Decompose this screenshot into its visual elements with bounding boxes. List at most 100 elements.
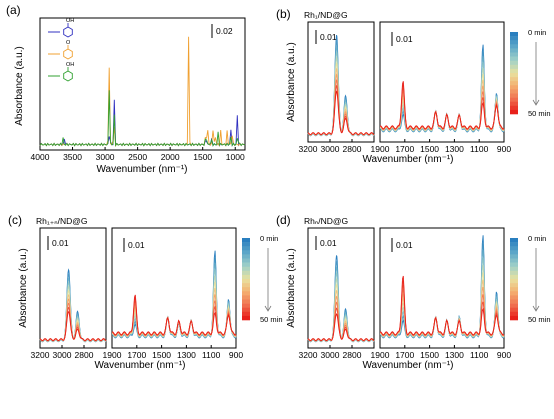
panel-a-tick-label: 2000: [161, 152, 180, 162]
panel-c-left-series-0: [39, 268, 107, 343]
panel-d-left-series-1: [307, 261, 375, 343]
panel-c-right-tick-label: 1900: [103, 350, 122, 360]
colorbar-segment: [510, 101, 518, 107]
colorbar-segment: [510, 291, 518, 296]
panel-b-left-series-7: [307, 72, 375, 136]
panel-b-xlabel: Wavenumber (nm⁻¹): [362, 154, 453, 165]
panel-d-left-series-4: [307, 277, 375, 342]
colorbar-segment: [510, 303, 518, 308]
colorbar-segment: [510, 311, 518, 317]
panel-b-right-tick-label: 1500: [420, 144, 439, 154]
colorbar-segment: [242, 279, 250, 284]
panel-d-left-series-10: [307, 313, 375, 342]
colorbar-segment: [510, 307, 518, 313]
colorbar-segment: [510, 274, 518, 280]
panel-d-right-tick-label: 900: [497, 350, 511, 360]
colorbar-segment: [510, 44, 518, 49]
panel-c-left-series-4: [39, 285, 107, 342]
colorbar-segment: [510, 266, 518, 272]
panel-b-right-tick-label: 1900: [371, 144, 390, 154]
colorbar-segment: [510, 64, 518, 70]
arrow-down-icon: [532, 305, 540, 312]
panel-c-right-tick-label: 1500: [152, 350, 171, 360]
panel-d-ylabel: Absorbance (a.u.): [286, 248, 297, 328]
panel-d-title: Rhₙ/ND@G: [304, 216, 348, 226]
colorbar-segment: [510, 109, 518, 115]
colorbar-segment: [242, 311, 250, 317]
panel-c-left-series-7: [39, 298, 107, 342]
panel-d-left-series-0: [307, 255, 375, 343]
colorbar-end-label: 50 min: [260, 315, 283, 324]
panel-c-left-series-5: [39, 289, 107, 342]
panel-b-right-tick-label: 1300: [445, 144, 464, 154]
panel-b-left-scalebar-label: 0.01: [320, 32, 337, 42]
panel-c-right-tick-label: 1300: [177, 350, 196, 360]
colorbar-segment: [242, 246, 250, 251]
molecule-ring-icon: [63, 70, 73, 82]
arrow-down-icon: [532, 99, 540, 106]
colorbar-segment: [242, 291, 250, 296]
panel-d-left-series-2: [307, 265, 375, 342]
panel-a-scalebar-label: 0.02: [216, 26, 233, 36]
colorbar-segment: [242, 274, 250, 280]
colorbar-segment: [510, 48, 518, 53]
panel-c-right-scalebar-label: 0.01: [128, 240, 145, 250]
panel-c-left-series-10: [39, 310, 107, 342]
colorbar-segment: [510, 279, 518, 284]
panel-d-label: (d): [276, 213, 291, 227]
panel-b-right-tick-label: 1700: [395, 144, 414, 154]
colorbar-segment: [510, 56, 518, 61]
colorbar-segment: [242, 250, 250, 255]
panel-c-xlabel: Wavenumber (nm⁻¹): [94, 360, 185, 371]
colorbar-segment: [242, 262, 250, 267]
colorbar-segment: [242, 315, 250, 321]
colorbar-segment: [510, 52, 518, 57]
panel-a-tick-label: 2500: [128, 152, 147, 162]
panel-b-left-tick-label: 3000: [321, 144, 340, 154]
panel-b-left-frame: [307, 21, 375, 143]
colorbar-segment: [510, 270, 518, 276]
panel-a-tick-label: 1000: [226, 152, 245, 162]
panel-d-left-scalebar-label: 0.01: [320, 238, 337, 248]
colorbar-segment: [510, 68, 518, 74]
panel-d-left-tick-label: 3000: [321, 350, 340, 360]
colorbar-segment: [242, 295, 250, 300]
panel-c-right-tick-label: 1700: [127, 350, 146, 360]
panel-a-tick-label: 1500: [193, 152, 212, 162]
panel-b-ylabel: Absorbance (a.u.): [286, 42, 297, 122]
colorbar-segment: [510, 238, 518, 243]
colorbar-segment: [242, 287, 250, 292]
colorbar-end-label: 50 min: [528, 109, 551, 118]
panel-d-right-frame: [379, 227, 505, 349]
panel-c-right-series-10: [112, 294, 237, 336]
panel-c-ylabel: Absorbance (a.u.): [18, 248, 29, 328]
colorbar-segment: [242, 254, 250, 259]
colorbar-segment: [510, 299, 518, 304]
panel-b-right-frame: [379, 21, 505, 143]
colorbar-start-label: 0 min: [528, 28, 546, 37]
colorbar-segment: [242, 299, 250, 304]
colorbar-segment: [510, 81, 518, 86]
colorbar-segment: [510, 254, 518, 259]
colorbar-segment: [510, 73, 518, 78]
panel-b-left-series-1: [307, 40, 375, 137]
panel-a-series-1: [39, 36, 246, 148]
panel-b-left-tick-label: 2800: [343, 144, 362, 154]
colorbar-segment: [242, 303, 250, 308]
panel-b-left-series-4: [307, 55, 375, 136]
panel-b-right-tick-label: 900: [497, 144, 511, 154]
colorbar-segment: [510, 36, 518, 41]
panel-a-xlabel: Wavenumber (nm⁻¹): [96, 164, 187, 175]
panel-a-ylabel: Absorbance (a.u.): [14, 46, 25, 126]
panel-b-left-series-6: [307, 67, 375, 136]
colorbar-segment: [510, 246, 518, 251]
colorbar-segment: [510, 283, 518, 288]
colorbar-segment: [510, 105, 518, 111]
panel-d-right-tick-label: 1500: [420, 350, 439, 360]
panel-a-frame: [39, 17, 246, 151]
panel-c-left-scalebar-label: 0.01: [52, 238, 69, 248]
panel-c-right-tick-label: 900: [229, 350, 243, 360]
colorbar-segment: [510, 258, 518, 263]
colorbar-segment: [510, 97, 518, 102]
panel-a-tick-label: 3000: [96, 152, 115, 162]
